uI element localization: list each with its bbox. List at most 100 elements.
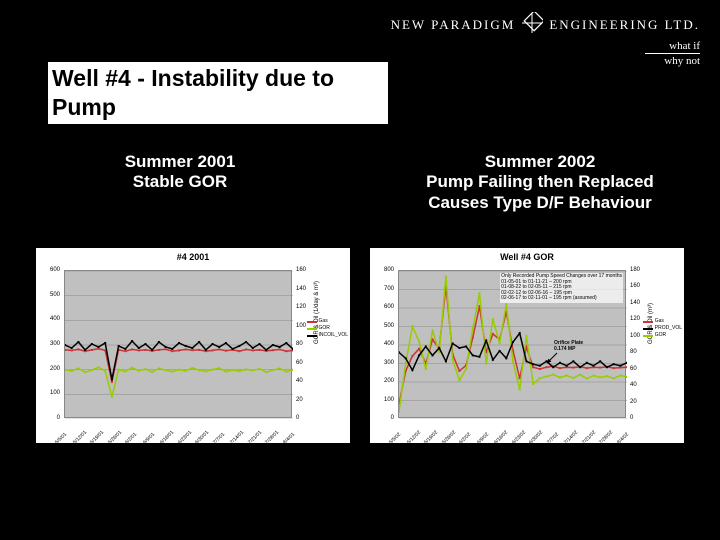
legend-label: GOR xyxy=(319,325,330,332)
subtitle-right-line3: Causes Type D/F Behaviour xyxy=(360,193,720,213)
y-tick: 200 xyxy=(372,378,394,384)
y-tick: 160 xyxy=(296,267,306,273)
y-tick: 140 xyxy=(630,300,640,306)
x-tick: 6/2/01 xyxy=(124,432,138,446)
chart-right-annotation: Only Recorded Pump Speed Changes over 17… xyxy=(500,273,623,303)
chart-left-y1-axis: 0 100 200 300 400 500 600 xyxy=(38,270,62,418)
y-tick: 300 xyxy=(38,341,60,347)
y-tick: 120 xyxy=(630,316,640,322)
y-tick: 140 xyxy=(296,286,306,292)
subtitle-left-line1: Summer 2001 xyxy=(0,152,360,172)
y-tick: 0 xyxy=(372,415,394,421)
y-tick: 600 xyxy=(38,267,60,273)
legend-item: GOR xyxy=(643,332,682,339)
x-tick: 5/12/02 xyxy=(406,430,422,446)
subtitle-right-line1: Summer 2002 xyxy=(360,152,720,172)
legend-swatch xyxy=(307,335,317,337)
y-tick: 700 xyxy=(372,286,394,292)
subtitle-left-line2: Stable GOR xyxy=(0,172,360,192)
tagline-bottom: why not xyxy=(645,55,700,67)
y-tick: 60 xyxy=(630,366,637,372)
x-tick: 7/28/02 xyxy=(599,430,615,446)
charts-row: #4 2001 Gas Rate (1) GOR & Oil (1/day & … xyxy=(36,248,684,443)
x-tick: 6/2/02 xyxy=(458,432,472,446)
x-tick: 6/23/01 xyxy=(177,430,193,446)
y-tick: 200 xyxy=(38,366,60,372)
y-tick: 160 xyxy=(630,283,640,289)
chart-left-y1-label: Gas Rate (1) xyxy=(28,310,34,344)
chart-right-x-axis: 5/5/025/12/025/19/025/26/026/2/026/9/026… xyxy=(398,420,626,440)
x-tick: 7/7/02 xyxy=(546,432,560,446)
tagline-divider xyxy=(645,53,700,54)
y-tick: 0 xyxy=(630,415,633,421)
y-tick: 0 xyxy=(38,415,60,421)
legend-swatch xyxy=(643,335,653,337)
logo-text-left: NEW PARADIGM xyxy=(391,17,516,33)
x-tick: 5/5/01 xyxy=(54,432,68,446)
chart-left-y2-axis: 020406080100120140160 xyxy=(294,270,312,418)
y-tick: 500 xyxy=(372,323,394,329)
legend-label: PROD_VOL xyxy=(655,325,682,332)
chart-left-panel: #4 2001 Gas Rate (1) GOR & Oil (1/day & … xyxy=(36,248,350,443)
company-logo: NEW PARADIGM ENGINEERING LTD. what if wh… xyxy=(391,12,700,67)
x-tick: 5/5/02 xyxy=(388,432,402,446)
chart-right-plot: Only Recorded Pump Speed Changes over 17… xyxy=(398,270,626,418)
legend-item: INCOIL_VOL xyxy=(307,332,348,339)
x-tick: 6/16/01 xyxy=(159,430,175,446)
legend-item: GOR xyxy=(307,325,348,332)
chart-left-x-axis: 5/5/015/12/015/19/015/26/016/2/016/9/016… xyxy=(64,420,292,440)
x-tick: 7/14/01 xyxy=(229,430,245,446)
subtitle-right: Summer 2002 Pump Failing then Replaced C… xyxy=(360,152,720,213)
x-tick: 7/28/01 xyxy=(265,430,281,446)
x-tick: 5/12/01 xyxy=(72,430,88,446)
y-tick: 500 xyxy=(38,292,60,298)
x-tick: 5/19/02 xyxy=(423,430,439,446)
y-tick: 120 xyxy=(296,304,306,310)
x-tick: 6/9/01 xyxy=(142,432,156,446)
x-tick: 7/7/01 xyxy=(212,432,226,446)
x-tick: 8/4/02 xyxy=(616,432,630,446)
y-tick: 400 xyxy=(372,341,394,347)
x-tick: 6/9/02 xyxy=(476,432,490,446)
legend-item: Gas xyxy=(307,318,348,325)
y-tick: 100 xyxy=(372,397,394,403)
chart-left-legend: GasGORINCOIL_VOL xyxy=(307,318,348,339)
y-tick: 600 xyxy=(372,304,394,310)
chart-left-title: #4 2001 xyxy=(36,248,350,262)
chart-left-svg xyxy=(65,271,293,419)
tagline-top: what if xyxy=(645,40,700,52)
legend-swatch xyxy=(307,328,317,330)
legend-label: Gas xyxy=(655,318,664,325)
y-tick: 0 xyxy=(296,415,299,421)
chart-right-title: Well #4 GOR xyxy=(370,248,684,262)
x-tick: 7/21/01 xyxy=(247,430,263,446)
x-tick: 6/30/02 xyxy=(528,430,544,446)
x-tick: 6/30/01 xyxy=(194,430,210,446)
legend-swatch xyxy=(643,328,653,330)
x-tick: 6/16/02 xyxy=(493,430,509,446)
subtitle-left: Summer 2001 Stable GOR xyxy=(0,152,360,213)
y-tick: 20 xyxy=(630,399,637,405)
slide-title: Well #4 - Instability due to Pump xyxy=(48,62,388,124)
subtitle-right-line2: Pump Failing then Replaced xyxy=(360,172,720,192)
y-tick: 400 xyxy=(38,316,60,322)
y-tick: 100 xyxy=(630,333,640,339)
legend-swatch xyxy=(643,321,653,323)
x-tick: 5/19/01 xyxy=(89,430,105,446)
logo-text-right: ENGINEERING LTD. xyxy=(549,17,700,33)
y-tick: 100 xyxy=(38,390,60,396)
y-tick: 80 xyxy=(630,349,637,355)
x-tick: 5/26/02 xyxy=(441,430,457,446)
legend-label: INCOIL_VOL xyxy=(319,332,348,339)
x-tick: 8/4/01 xyxy=(282,432,296,446)
y-tick: 60 xyxy=(296,360,303,366)
y-tick: 100 xyxy=(296,323,306,329)
x-tick: 7/14/02 xyxy=(563,430,579,446)
y-tick: 800 xyxy=(372,267,394,273)
legend-item: Gas xyxy=(643,318,682,325)
legend-label: Gas xyxy=(319,318,328,325)
legend-item: PROD_VOL xyxy=(643,325,682,332)
y-tick: 20 xyxy=(296,397,303,403)
legend-label: GOR xyxy=(655,332,666,339)
legend-swatch xyxy=(307,321,317,323)
